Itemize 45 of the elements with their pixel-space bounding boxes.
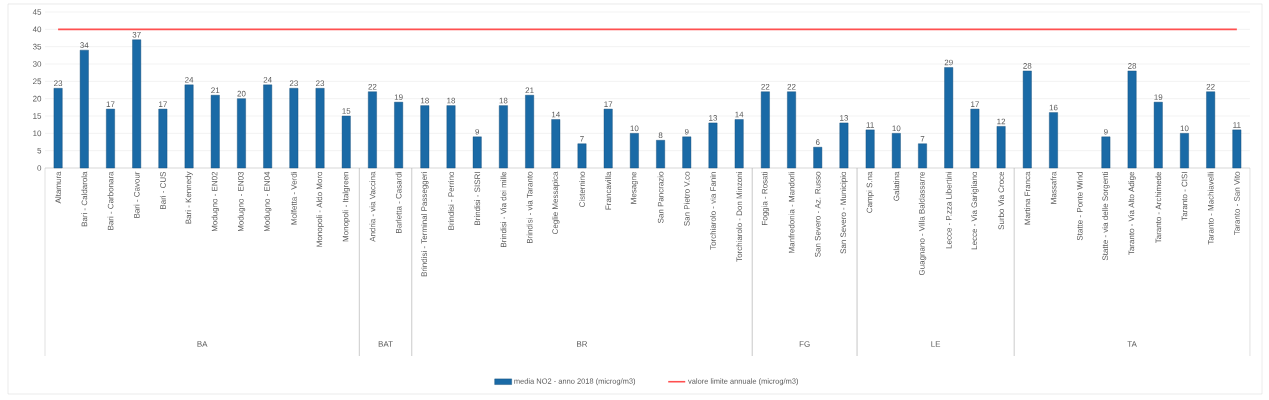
bar (1153, 101, 1163, 169)
bar (839, 122, 849, 169)
bar (472, 136, 482, 169)
bar (970, 108, 980, 169)
bar (891, 133, 901, 169)
bar (787, 91, 796, 169)
bar (708, 122, 718, 169)
bar (132, 39, 142, 169)
bar (865, 129, 875, 169)
bar (79, 49, 89, 169)
bar (1022, 70, 1032, 169)
bar (341, 115, 351, 169)
bar (184, 84, 194, 169)
bar (368, 91, 377, 169)
bar (525, 95, 534, 169)
bar (1232, 129, 1242, 169)
bar (629, 133, 639, 169)
bar (944, 67, 954, 169)
bar (603, 108, 613, 169)
bar (1127, 70, 1137, 169)
bar (760, 91, 770, 169)
bar (315, 88, 325, 169)
bar (106, 108, 115, 169)
bar (499, 105, 508, 169)
bar (996, 126, 1006, 169)
bar (394, 101, 404, 169)
bar (656, 140, 665, 169)
bar (1180, 133, 1189, 169)
bar (420, 105, 430, 169)
bar (813, 147, 823, 169)
bar (734, 119, 744, 169)
bar (551, 119, 561, 169)
bar (1101, 136, 1111, 169)
bar (1049, 112, 1058, 169)
bar (158, 108, 168, 169)
bar (263, 84, 273, 169)
bar (682, 136, 692, 169)
bar (577, 143, 587, 169)
bar (289, 88, 299, 169)
bar (446, 105, 456, 169)
bar (237, 98, 246, 169)
bar (1206, 91, 1216, 169)
bar (918, 143, 927, 169)
bar (53, 88, 63, 169)
bar (210, 95, 220, 169)
